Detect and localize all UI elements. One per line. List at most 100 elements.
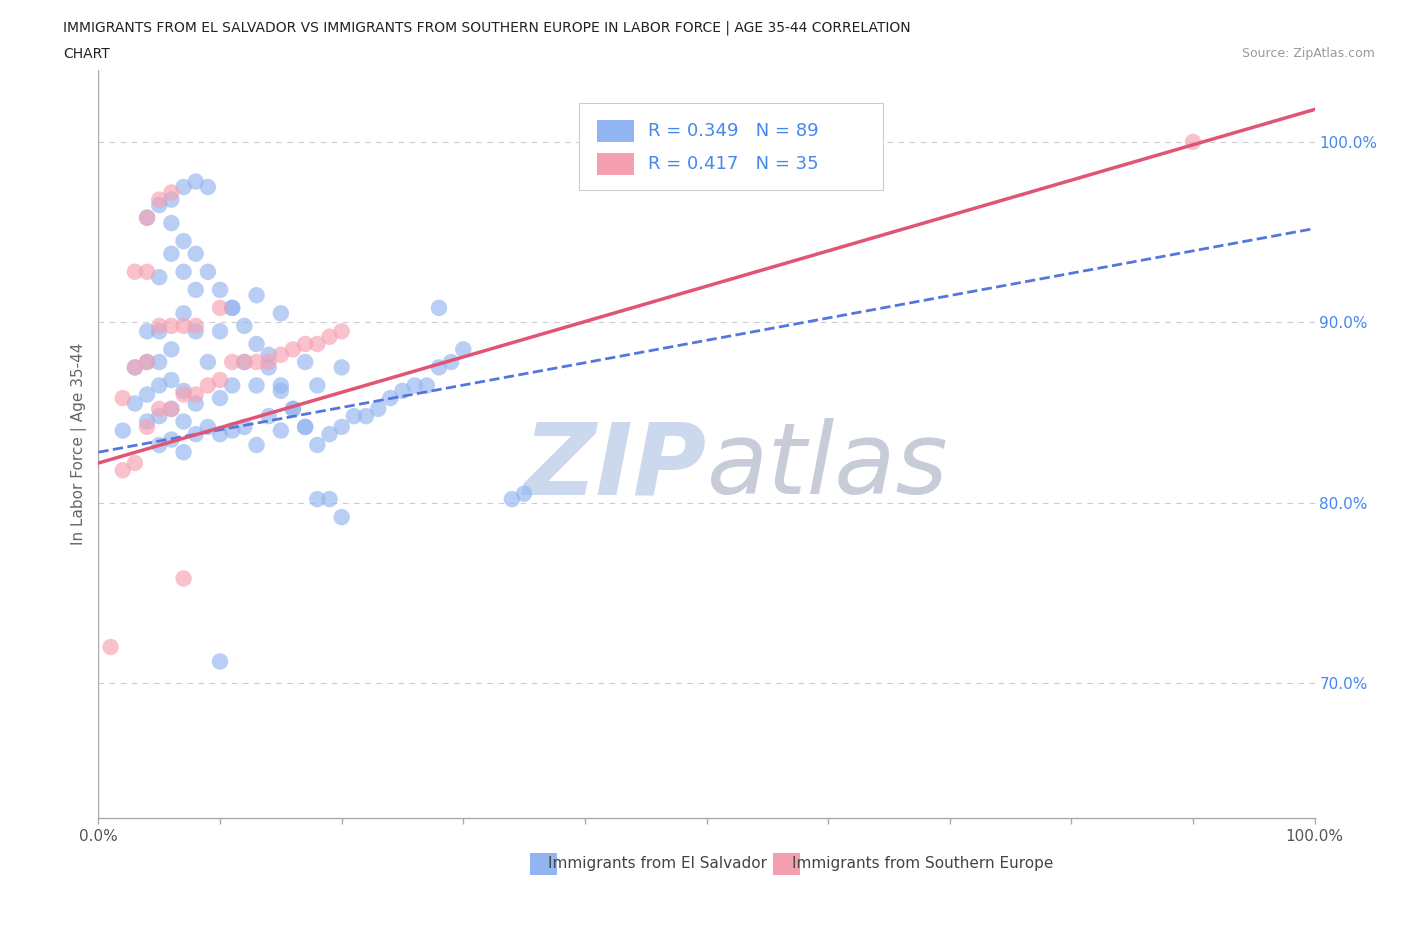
Point: [184, 283, 207, 298]
Point: [427, 300, 450, 315]
Point: [281, 402, 304, 417]
Point: [233, 419, 256, 434]
Point: [173, 264, 195, 279]
FancyBboxPatch shape: [530, 853, 557, 874]
Point: [111, 391, 134, 405]
Point: [173, 383, 195, 398]
Point: [209, 300, 232, 315]
Point: [148, 408, 170, 423]
Point: [160, 185, 183, 200]
Point: [391, 383, 413, 398]
Point: [173, 571, 195, 586]
Point: [148, 354, 170, 369]
Text: Source: ZipAtlas.com: Source: ZipAtlas.com: [1241, 46, 1375, 60]
Point: [136, 210, 159, 225]
Point: [184, 387, 207, 402]
Point: [148, 437, 170, 452]
Point: [160, 246, 183, 261]
Point: [160, 318, 183, 333]
Point: [294, 337, 316, 352]
Point: [136, 419, 159, 434]
Point: [380, 391, 402, 405]
Point: [245, 337, 267, 352]
Point: [343, 408, 366, 423]
FancyBboxPatch shape: [773, 853, 800, 874]
Point: [124, 264, 146, 279]
Point: [148, 197, 170, 212]
Point: [184, 427, 207, 442]
Y-axis label: In Labor Force | Age 35-44: In Labor Force | Age 35-44: [72, 343, 87, 545]
Point: [136, 354, 159, 369]
Point: [209, 324, 232, 339]
Point: [330, 510, 353, 525]
Point: [233, 318, 256, 333]
Point: [307, 437, 329, 452]
Point: [173, 414, 195, 429]
Point: [184, 318, 207, 333]
Point: [197, 378, 219, 392]
Point: [427, 360, 450, 375]
Text: R = 0.349   N = 89: R = 0.349 N = 89: [648, 122, 818, 140]
Point: [330, 324, 353, 339]
FancyBboxPatch shape: [598, 153, 634, 175]
Point: [416, 378, 439, 392]
Point: [233, 354, 256, 369]
Point: [330, 360, 353, 375]
Point: [173, 233, 195, 248]
Point: [209, 373, 232, 388]
Point: [160, 402, 183, 417]
Text: Immigrants from Southern Europe: Immigrants from Southern Europe: [792, 857, 1053, 871]
Point: [330, 419, 353, 434]
Point: [184, 246, 207, 261]
Point: [124, 456, 146, 471]
Point: [1182, 135, 1205, 150]
Point: [257, 360, 280, 375]
Point: [197, 264, 219, 279]
Point: [184, 324, 207, 339]
Point: [173, 387, 195, 402]
Point: [453, 342, 475, 357]
Point: [281, 402, 304, 417]
Point: [245, 378, 267, 392]
Point: [124, 360, 146, 375]
Point: [233, 354, 256, 369]
Point: [148, 402, 170, 417]
Point: [100, 640, 122, 655]
Point: [160, 373, 183, 388]
Text: Immigrants from El Salvador: Immigrants from El Salvador: [548, 857, 768, 871]
Point: [209, 654, 232, 669]
Point: [197, 354, 219, 369]
Point: [124, 360, 146, 375]
Point: [318, 427, 340, 442]
Point: [136, 354, 159, 369]
Point: [257, 408, 280, 423]
Point: [245, 437, 267, 452]
Point: [270, 423, 292, 438]
Point: [173, 445, 195, 459]
Text: ZIP: ZIP: [523, 418, 707, 515]
Point: [148, 318, 170, 333]
Point: [634, 135, 657, 150]
Point: [111, 423, 134, 438]
Point: [318, 492, 340, 507]
Point: [294, 419, 316, 434]
Point: [307, 492, 329, 507]
Point: [136, 324, 159, 339]
Point: [354, 408, 377, 423]
Point: [281, 342, 304, 357]
Point: [209, 283, 232, 298]
Point: [318, 329, 340, 344]
Point: [197, 179, 219, 194]
Point: [148, 324, 170, 339]
Point: [513, 486, 536, 501]
Point: [173, 318, 195, 333]
Point: [221, 300, 243, 315]
Point: [160, 342, 183, 357]
Point: [270, 347, 292, 362]
Point: [221, 300, 243, 315]
Text: atlas: atlas: [707, 418, 948, 515]
Point: [160, 216, 183, 231]
Point: [221, 378, 243, 392]
Text: CHART: CHART: [63, 46, 110, 60]
Point: [148, 378, 170, 392]
